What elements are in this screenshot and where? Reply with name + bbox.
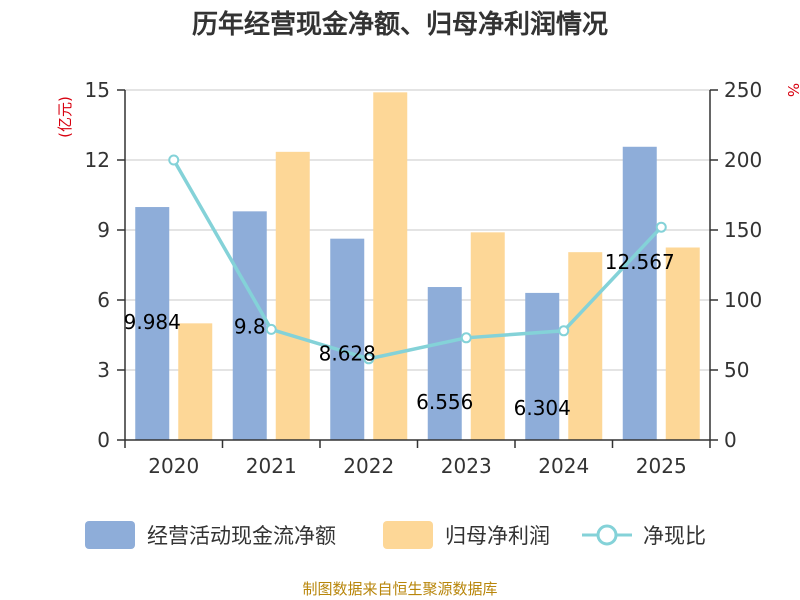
left-tick-label: 3 [97,358,110,382]
data-labels: 9.984 9.8 8.628 6.556 6.304 12.567 [124,250,675,420]
left-tick-label: 0 [97,428,110,452]
right-tick-label: 50 [724,358,749,382]
ratio-point-2024 [558,325,570,337]
left-axis-unit: (亿元) [56,96,74,138]
grid-lines [125,89,710,371]
right-tick-label: 250 [724,78,762,102]
legend-swatch-cashflow [85,521,135,549]
data-label-cashflow-2023: 6.556 [416,390,473,414]
legend-label-profit: 归母净利润 [445,524,550,548]
right-tick-label: 0 [724,428,737,452]
left-tick-label: 6 [97,288,110,312]
left-tick-label: 12 [85,148,110,172]
series-cashflow-bars [135,146,657,440]
ratio-point-2021 [265,323,277,335]
right-tick-label: 200 [724,148,762,172]
ratio-point-2022 [363,353,375,365]
x-tick-label: 2025 [636,454,687,478]
right-tick-label: 150 [724,218,762,242]
x-tick-label: 2020 [148,454,199,478]
bar-profit-2025 [665,247,700,440]
legend: 经营活动现金流净额 归母净利润 净现比 [85,521,706,549]
bar-profit-2021 [275,151,310,441]
series-profit-bars [178,92,700,441]
data-label-cashflow-2025: 12.567 [605,250,675,274]
left-tick-label: 15 [85,78,110,102]
bar-profit-2020 [178,323,213,440]
data-label-cashflow-2021: 9.8 [234,314,266,338]
x-tick-label: 2024 [538,454,589,478]
ratio-point-2020 [168,154,180,166]
data-label-cashflow-2024: 6.304 [514,396,571,420]
legend-label-ratio: 净现比 [643,524,706,548]
ratio-line [172,159,663,361]
x-tick-label: 2021 [246,454,297,478]
legend-swatch-profit [383,521,433,549]
series-ratio-line [168,154,667,365]
x-tick-label: 2022 [343,454,394,478]
bar-cashflow-2020 [135,207,170,440]
right-axis-ticks: 0 50 100 150 200 250 [710,78,762,452]
x-tick-label: 2023 [441,454,492,478]
left-tick-label: 9 [97,218,110,242]
bar-cashflow-2023 [427,287,462,440]
right-axis-unit: % [784,83,800,97]
bar-profit-2022 [373,92,408,440]
legend-marker-ratio [596,524,618,546]
ratio-point-2023 [460,332,472,344]
left-axis-ticks: 0 3 6 9 12 15 [85,78,125,452]
bar-cashflow-2021 [232,211,267,440]
source-note: 制图数据来自恒生聚源数据库 [302,580,497,598]
data-label-cashflow-2020: 9.984 [124,310,181,334]
x-axis-ticks: 2020 2021 2022 2023 2024 2025 [124,440,711,478]
chart-title: 历年经营现金净额、归母净利润情况 [192,9,608,40]
ratio-point-2025 [655,221,667,233]
bar-cashflow-2024 [525,292,560,440]
data-label-cashflow-2022: 8.628 [319,342,376,366]
bar-cashflow-2022 [330,238,365,440]
bar-cashflow-2025 [622,146,657,440]
right-tick-label: 100 [724,288,762,312]
legend-label-cashflow: 经营活动现金流净额 [147,524,336,548]
bar-profit-2024 [568,252,603,440]
